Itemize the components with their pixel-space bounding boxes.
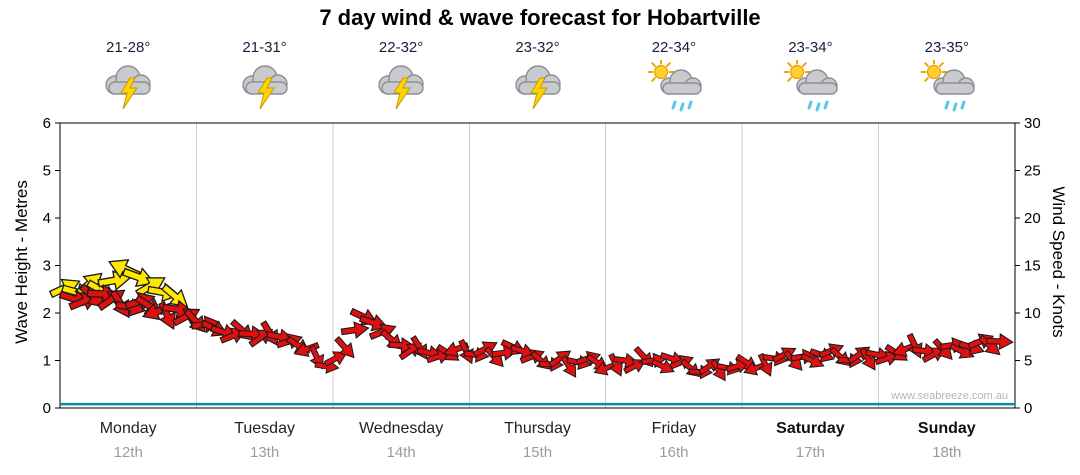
day-name: Saturday — [776, 420, 845, 437]
right-tick-label: 10 — [1024, 305, 1041, 322]
weather-icon — [918, 59, 976, 112]
wind-arrow — [560, 355, 577, 378]
sun-cloud-rain-icon — [647, 59, 702, 112]
day-name: Wednesday — [358, 420, 444, 437]
sun-cloud-rain-icon — [920, 59, 975, 112]
day-date: 16th — [659, 444, 689, 461]
weather-icon — [99, 60, 157, 110]
day-name: Thursday — [504, 420, 571, 437]
temperature-range: 21-31° — [242, 39, 287, 56]
day-name: Sunday — [917, 420, 976, 437]
day-date: 18th — [932, 444, 962, 461]
wind-arrow — [97, 270, 132, 291]
day-date: 15th — [522, 444, 553, 461]
day-date: 17th — [795, 444, 825, 461]
wind-arrow — [986, 333, 1014, 351]
day-date: 12th — [113, 444, 143, 461]
left-tick-label: 4 — [43, 210, 51, 227]
sun-cloud-rain-icon — [783, 59, 839, 112]
left-tick-label: 1 — [43, 353, 51, 370]
temperature-range: 22-32° — [378, 39, 424, 56]
day-date: 14th — [386, 444, 416, 461]
temperature-range: 23-35° — [924, 39, 969, 56]
wind-arrow — [608, 352, 623, 377]
left-tick-label: 3 — [43, 258, 51, 275]
right-tick-label: 5 — [1024, 353, 1032, 370]
left-tick-label: 6 — [43, 115, 51, 132]
day-name: Friday — [651, 420, 697, 437]
storm-cloud-lightning-icon — [378, 65, 424, 110]
left-tick-label: 2 — [43, 305, 51, 322]
watermark: www.seabreeze.com.au — [891, 390, 1008, 402]
wind-arrow — [358, 313, 389, 332]
right-tick-label: 25 — [1024, 163, 1041, 180]
wind-arrow — [859, 347, 876, 371]
weather-icon — [509, 60, 567, 110]
day-name: Monday — [99, 420, 157, 437]
wind-arrow — [340, 321, 370, 339]
temperature-range: 23-32° — [515, 39, 560, 56]
wind-arrow — [548, 350, 572, 368]
wind-arrow — [334, 336, 355, 359]
page-title: 7 day wind & wave forecast for Hobartvil… — [319, 5, 761, 30]
storm-cloud-lightning-icon — [241, 65, 288, 110]
wind-arrow — [757, 352, 773, 377]
right-tick-label: 20 — [1024, 210, 1041, 227]
wind-arrow — [323, 351, 348, 367]
left-axis-label: Wave Height - Metres — [12, 180, 31, 344]
wind-arrow — [800, 352, 825, 368]
weather-icon — [236, 60, 294, 110]
right-tick-label: 15 — [1024, 258, 1041, 275]
left-tick-label: 5 — [43, 163, 51, 180]
left-tick-label: 0 — [43, 400, 51, 417]
storm-cloud-lightning-icon — [514, 65, 561, 110]
right-axis-label: Wind Speed - Knots — [1049, 186, 1068, 338]
weather-icon — [372, 60, 430, 110]
day-name: Tuesday — [234, 420, 295, 437]
temperature-range: 23-34° — [788, 39, 833, 56]
wind-arrow — [949, 343, 975, 359]
wind-arrow — [121, 267, 156, 288]
weather-icon — [645, 59, 703, 112]
temperature-range: 21-28° — [106, 39, 151, 56]
right-tick-label: 0 — [1024, 400, 1032, 417]
day-date: 13th — [249, 444, 280, 461]
weather-icon — [781, 59, 839, 112]
right-tick-label: 30 — [1024, 115, 1041, 132]
storm-cloud-lightning-icon — [105, 65, 151, 110]
temperature-range: 22-34° — [651, 39, 697, 56]
wind-arrow — [650, 358, 675, 374]
